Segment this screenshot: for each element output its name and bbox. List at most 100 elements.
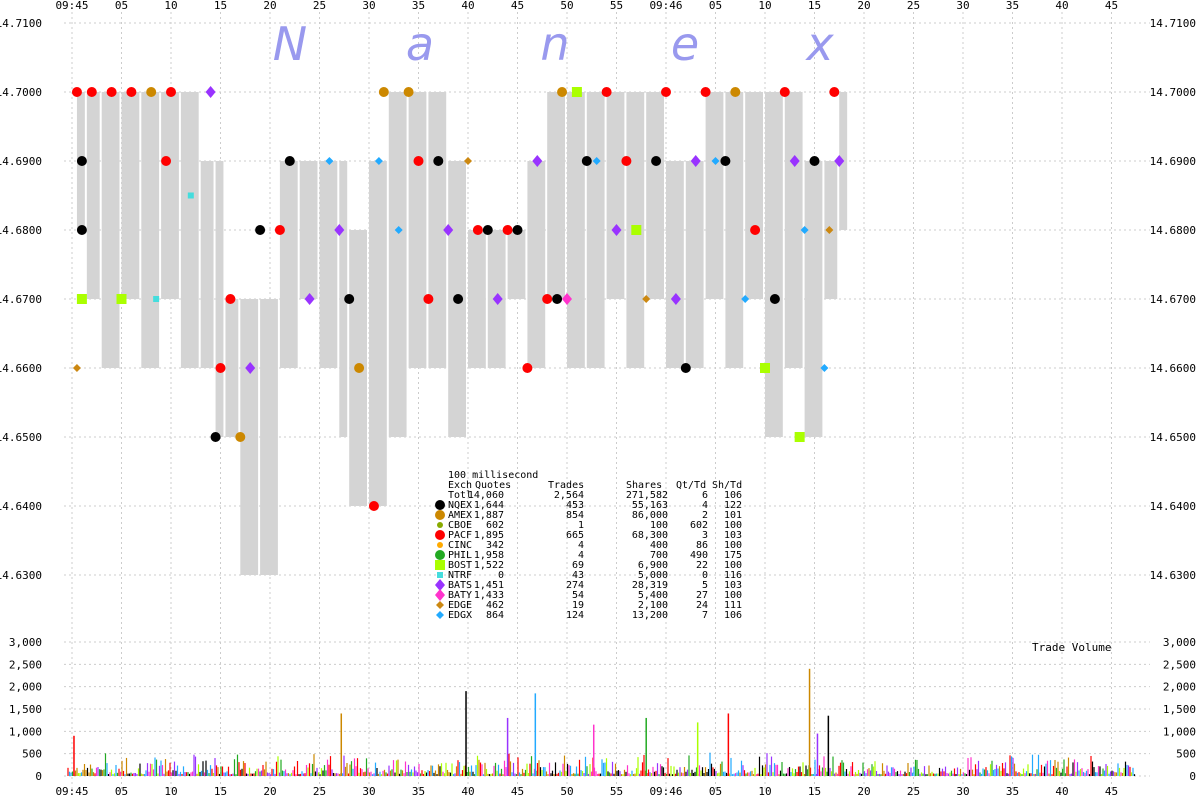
x-tick-label-bottom: 40 bbox=[1055, 785, 1068, 798]
x-tick-label-bottom: 10 bbox=[758, 785, 771, 798]
legend-cell: 55,163 bbox=[632, 500, 668, 511]
x-tick-label-top: 15 bbox=[214, 0, 227, 12]
trade-marker-pacf bbox=[86, 87, 97, 97]
trade-marker-bats bbox=[532, 155, 543, 167]
legend-cell: BOST bbox=[448, 560, 472, 571]
quote-range-bar bbox=[141, 92, 160, 368]
trade-marker-pacf bbox=[368, 501, 379, 511]
trade-marker-pacf bbox=[542, 294, 553, 304]
trade-marker-pacf bbox=[779, 87, 790, 97]
quote-range-bar bbox=[121, 92, 140, 299]
legend-cell: 100 bbox=[724, 520, 742, 531]
x-tick-label-bottom: 25 bbox=[313, 785, 326, 798]
quote-range-bar bbox=[299, 161, 318, 299]
volume-panel-title: Trade Volume bbox=[1032, 641, 1111, 654]
trade-marker-bats bbox=[492, 293, 503, 305]
volume-tick-label-right: 2,500 bbox=[1163, 658, 1196, 671]
legend-cell: 665 bbox=[566, 530, 584, 541]
legend-cell: 2,564 bbox=[554, 490, 584, 501]
x-tick-label-top: 35 bbox=[1006, 0, 1019, 12]
trade-marker-nqex bbox=[482, 225, 493, 235]
legend-cell: 103 bbox=[724, 580, 742, 591]
x-axis-top-ticks: 09:45 05 10 15 20 25 30 35 40 45 50 55 09:46 05 10 15 20… bbox=[55, 0, 1118, 12]
quote-range-bar bbox=[804, 161, 823, 437]
legend-cell: 69 bbox=[572, 560, 584, 571]
legend-cell: 274 bbox=[566, 580, 584, 591]
x-axis-bottom-ticks: 09:45 05 10 15 20 25 30 35 40 45 50 55 09:46 05 10 15 20… bbox=[55, 785, 1118, 798]
legend-cell: 100 bbox=[650, 520, 668, 531]
legend-marker-edge bbox=[436, 601, 444, 609]
legend-cell: 1,958 bbox=[474, 550, 504, 561]
x-tick-label-top: 45 bbox=[1105, 0, 1118, 12]
legend-marker-amex bbox=[435, 510, 445, 520]
trade-marker-bats bbox=[611, 224, 622, 236]
x-tick-label-bottom: 35 bbox=[412, 785, 425, 798]
trade-marker-amex bbox=[146, 87, 157, 97]
legend-cell: 602 bbox=[486, 520, 504, 531]
legend-header: Exch bbox=[448, 480, 472, 491]
trade-markers bbox=[71, 86, 845, 511]
x-tick-label-bottom: 20 bbox=[857, 785, 870, 798]
trade-marker-pacf bbox=[106, 87, 117, 97]
trade-marker-pacf bbox=[161, 156, 172, 166]
x-tick-label-bottom: 40 bbox=[461, 785, 474, 798]
volume-tick-label-left: 1,500 bbox=[9, 703, 42, 716]
trade-marker-bost bbox=[760, 363, 770, 373]
price-tick-label-left: 14.7100 bbox=[0, 17, 42, 30]
trade-marker-pacf bbox=[126, 87, 137, 97]
price-tick-label-right: 14.6300 bbox=[1150, 569, 1196, 582]
quote-range-bar bbox=[567, 92, 585, 368]
legend-cell: 86 bbox=[696, 540, 708, 551]
quote-range-bar bbox=[339, 161, 348, 437]
legend-cell: 453 bbox=[566, 500, 584, 511]
price-tick-label-right: 14.6500 bbox=[1150, 431, 1196, 444]
trade-marker-pacf bbox=[522, 363, 533, 373]
x-tick-label-bottom: 55 bbox=[610, 785, 623, 798]
trade-marker-bats bbox=[670, 293, 681, 305]
legend-cell: 68,300 bbox=[632, 530, 668, 541]
price-tick-label-right: 14.6800 bbox=[1150, 224, 1196, 237]
legend-cell: 1 bbox=[578, 520, 584, 531]
legend-cell: 6 bbox=[702, 490, 708, 501]
price-tick-label-right: 14.7000 bbox=[1150, 86, 1196, 99]
volume-tick-label-left: 2,000 bbox=[9, 681, 42, 694]
legend-cell: 1,522 bbox=[474, 560, 504, 571]
volume-tick-label-left: 0 bbox=[35, 770, 42, 783]
trade-marker-pacf bbox=[661, 87, 671, 97]
legend-cell: 24 bbox=[696, 600, 708, 611]
legend-cell: 700 bbox=[650, 550, 668, 561]
quote-range-bar bbox=[101, 92, 120, 368]
price-tick-label-right: 14.6900 bbox=[1150, 155, 1196, 168]
quote-range-bar bbox=[527, 161, 546, 368]
trade-marker-nqex bbox=[255, 225, 266, 235]
legend-marker-phil bbox=[435, 550, 445, 560]
x-tick-label-bottom: 50 bbox=[560, 785, 573, 798]
trade-marker-amex bbox=[354, 363, 365, 373]
price-tick-label-left: 14.6300 bbox=[0, 569, 42, 582]
legend-cell: 116 bbox=[724, 570, 742, 581]
trade-marker-pacf bbox=[166, 87, 176, 97]
x-tick-label-bottom: 15 bbox=[808, 785, 821, 798]
quote-range-bar bbox=[161, 92, 179, 299]
price-tick-label-right: 14.6600 bbox=[1150, 362, 1196, 375]
exchange-legend: 100 millisecond Exch Quotes Trades Shares Qt… bbox=[435, 470, 742, 621]
x-tick-label-bottom: 05 bbox=[709, 785, 722, 798]
trade-marker-edge bbox=[825, 226, 834, 234]
trade-marker-pacf bbox=[700, 87, 711, 97]
x-tick-label-bottom: 09:46 bbox=[649, 785, 682, 798]
price-axis-right-ticks: 14.7100 14.7000 14.6900 14.6800 14.6700 14.66… bbox=[1150, 17, 1196, 582]
legend-cell: CINC bbox=[448, 540, 472, 551]
legend-cell: EDGX bbox=[448, 610, 472, 621]
trade-marker-nqex bbox=[284, 156, 295, 166]
trade-marker-nqex bbox=[76, 225, 87, 235]
x-tick-label-top: 30 bbox=[362, 0, 375, 12]
trade-marker-pacf bbox=[750, 225, 761, 235]
legend-header: Qt/Td bbox=[676, 480, 706, 491]
trade-marker-nqex bbox=[344, 294, 355, 304]
legend-cell: NQEX bbox=[448, 500, 472, 511]
legend-cell: 28,319 bbox=[632, 580, 668, 591]
legend-cell: 1,644 bbox=[474, 500, 504, 511]
watermark-letter: x bbox=[804, 17, 834, 71]
legend-marker-bats bbox=[435, 579, 445, 591]
legend-cell: PHIL bbox=[448, 550, 472, 561]
